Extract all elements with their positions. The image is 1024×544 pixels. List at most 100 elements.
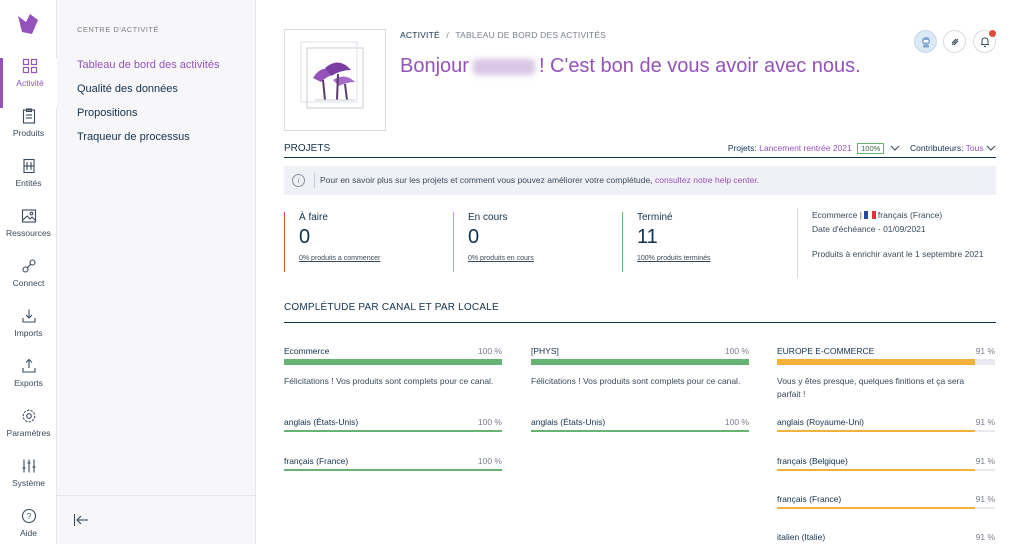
completude-title: COMPLÉTUDE PAR CANAL ET PAR LOCALE [284,302,499,313]
chevron-down-icon[interactable] [890,145,900,151]
stat-en-cours: En cours 0 0% produits en cours [453,212,534,272]
import-icon [21,309,36,323]
main-content: ACTIVITÉ / TABLEAU DE BORD DES ACTIVITÉS… [256,0,1024,544]
progress-fill [777,359,976,365]
logo-icon[interactable] [16,12,40,36]
locale-progress-bar [777,430,995,432]
channel-name: Ecommerce [284,346,330,356]
stat-count: 0 [299,226,311,248]
main-rail: Activité Produits Entités Ressources Con… [0,0,57,544]
completude-divider [284,322,996,323]
channel-percent: 100 % [477,346,502,356]
locale-percent: 91 % [975,417,995,427]
info-icon: i [292,174,305,187]
locale-row: français (Belgique) 91 % [777,456,995,476]
rail-item-imports[interactable]: Imports [0,308,57,358]
locale-name: français (Belgique) [777,456,848,466]
projets-filters: Projets: Lancement rentrée 2021 100% Con… [728,143,996,154]
notification-badge [989,30,996,37]
activity-subnav: CENTRE D'ACTIVITÉ Tableau de bord des ac… [57,0,256,544]
breadcrumb: ACTIVITÉ / TABLEAU DE BORD DES ACTIVITÉS [400,30,606,40]
channel-name: EUROPE E-COMMERCE [777,346,875,356]
breadcrumb-root[interactable]: ACTIVITÉ [400,30,440,40]
contributeurs-select-value[interactable]: Tous [965,143,984,153]
projet-select-value[interactable]: Lancement rentrée 2021 [759,143,852,153]
locale-progress-bar [777,469,995,471]
rail-item-produits[interactable]: Produits [0,108,57,158]
locale-progress-bar [284,430,502,432]
projets-divider [284,157,996,158]
info-separator [314,173,315,188]
rail-label: Ressources [6,228,51,238]
stat-title: Terminé [637,212,673,223]
locale-percent: 91 % [975,456,995,466]
image-icon [21,209,36,223]
subnav-collapse[interactable] [57,495,256,544]
projets-label: Projets: [727,143,757,153]
chevron-down-icon[interactable] [986,145,996,151]
building-icon [22,158,35,174]
project-description: Produits à enrichir avant le 1 septembre… [812,249,984,259]
progress-fill [777,430,976,432]
subnav-link-tableau-de-bord[interactable]: Tableau de bord des activités [77,59,220,71]
greeting-suffix: ! C'est bon de vous avoir avec nous. [538,55,861,77]
locale-progress-bar [284,469,502,471]
locale-progress-bar [777,507,995,509]
locale-row: anglais (États-Unis) 100 % [531,417,749,437]
locale-name: français (France) [777,494,842,504]
rail-item-entites[interactable]: Entités [0,158,57,208]
help-info-banner: i Pour en savoir plus sur les projets et… [284,166,996,195]
locale-percent: 100 % [477,456,502,466]
subnav-link-traqueur-processus[interactable]: Traqueur de processus [77,131,190,143]
rail-item-connect[interactable]: Connect [0,258,57,308]
collapse-panel-icon [73,514,88,526]
progress-fill [284,430,502,432]
subnav-section-title: CENTRE D'ACTIVITÉ [77,25,160,34]
rail-item-parametres[interactable]: Paramètres [0,408,57,458]
progress-fill [777,507,976,509]
stat-count: 11 [637,226,658,248]
channel-row: [PHYS] 100 % [531,346,749,366]
stat-count: 0 [468,226,480,248]
rail-item-activite[interactable]: Activité [0,58,57,108]
locale-name: anglais (États-Unis) [531,417,606,427]
rail-item-systeme[interactable]: Système [0,458,57,508]
subnav-link-propositions[interactable]: Propositions [77,107,138,119]
channel-progress-bar [531,359,749,365]
help-center-link[interactable]: consultez notre help center. [654,175,759,185]
locale-name: français (France) [284,456,349,466]
locale-name: anglais (Royaume-Uni) [777,417,864,427]
rail-item-exports[interactable]: Exports [0,358,57,408]
rocket-icon [951,38,959,46]
rail-item-ressources[interactable]: Ressources [0,208,57,258]
notifications-button[interactable] [973,30,996,53]
info-text: Pour en savoir plus sur les projets et c… [320,166,759,195]
contributeurs-label: Contributeurs: [910,143,964,153]
stat-link[interactable]: 100% produits terminés [637,255,711,262]
progress-fill [777,469,976,471]
app-switcher-button[interactable] [943,30,966,53]
stat-link[interactable]: 0% produits a commencer [299,255,381,262]
project-locale: français (France) [877,210,943,220]
stat-link[interactable]: 0% produits en cours [468,255,534,262]
locale-percent: 100 % [724,417,749,427]
help-center-button[interactable] [914,30,937,53]
mushroom-illustration-icon [300,41,364,109]
locale-percent: 100 % [477,417,502,427]
page-title: Bonjour ! C'est bon de vous avoir avec no… [400,55,861,78]
svg-text:?: ? [26,512,31,521]
channel-progress-bar [777,359,995,365]
export-icon [21,358,36,373]
locale-percent: 91 % [975,532,995,542]
mushroom-illustration [284,29,386,131]
user-name-blurred [472,58,535,75]
channel-message: Félicitations ! Vos produits sont comple… [531,376,741,386]
subnav-link-qualite-donnees[interactable]: Qualité des données [77,83,178,95]
gear-icon [22,409,35,423]
rail-item-aide[interactable]: ? Aide [0,508,57,544]
link-icon [21,259,36,273]
channel-progress-bar [284,359,502,365]
projets-title: PROJETS [284,143,331,154]
astronaut-help-icon [922,37,930,48]
project-channel-locale: Ecommerce | français (France) [812,208,997,222]
